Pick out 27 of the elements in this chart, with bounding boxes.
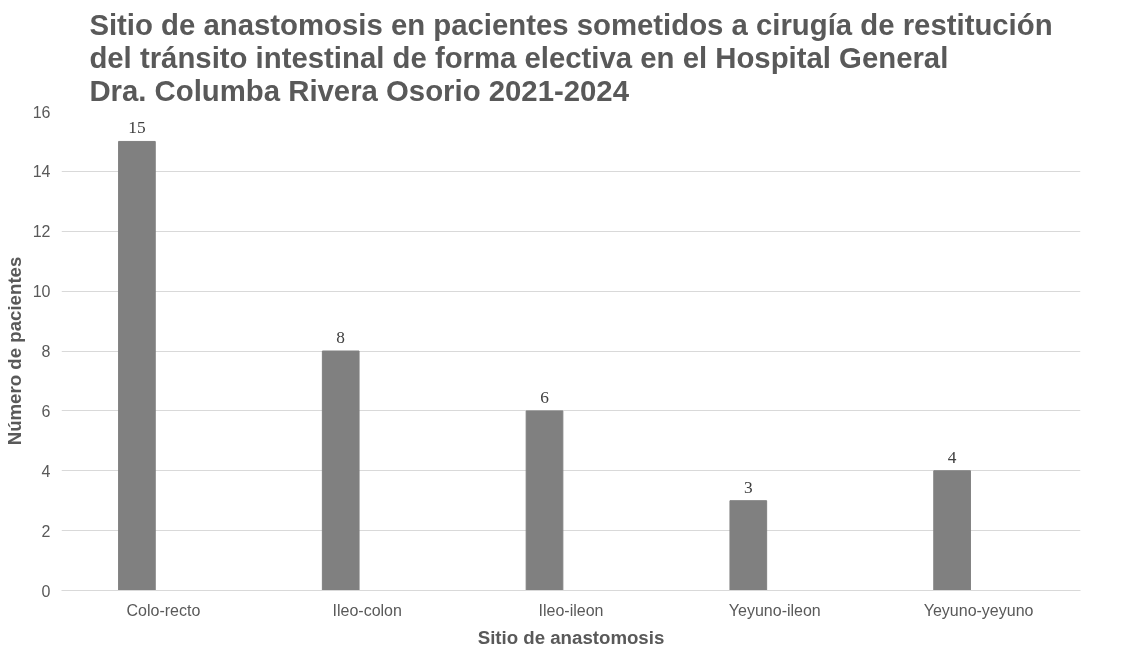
- y-tick-label: 12: [32, 223, 51, 241]
- y-axis-title: Número de pacientes: [3, 256, 25, 446]
- y-tick-label: 2: [41, 522, 51, 540]
- y-tick-label: 14: [32, 163, 51, 181]
- x-tick-label: Colo-recto: [126, 601, 201, 619]
- data-label: 6: [540, 387, 550, 407]
- bar: [118, 140, 156, 591]
- x-tick-label: Yeyuno-ileon: [728, 601, 821, 619]
- data-label: 15: [128, 118, 146, 138]
- data-label: 8: [336, 328, 346, 347]
- bar: [729, 500, 768, 591]
- x-tick-label: Ileo-colon: [332, 601, 402, 619]
- x-tick-label: Ileo-ileon: [538, 601, 604, 619]
- bar: [933, 470, 971, 591]
- data-label: 3: [743, 477, 753, 497]
- y-tick-label: 16: [32, 103, 51, 121]
- bar: [525, 410, 564, 591]
- y-tick-label: 6: [41, 402, 51, 420]
- bar: [321, 350, 360, 591]
- y-tick-label: 4: [41, 462, 51, 480]
- chart-title: Sitio de anastomosis en pacientes sometidos a cirugía de restitución del tránsito intestinal de forma electiva en el Hospital General Dra. Columba Rivera Osorio 2021-2024: [89, 7, 1053, 107]
- x-axis-title: Sitio de anastomosis: [477, 626, 665, 648]
- x-tick-label: Yeyuno-yeyuno: [923, 601, 1034, 619]
- data-label: 4: [947, 447, 957, 467]
- y-tick-label: 8: [41, 343, 51, 360]
- y-tick-label: 0: [41, 582, 51, 600]
- y-tick-label: 10: [32, 283, 51, 301]
